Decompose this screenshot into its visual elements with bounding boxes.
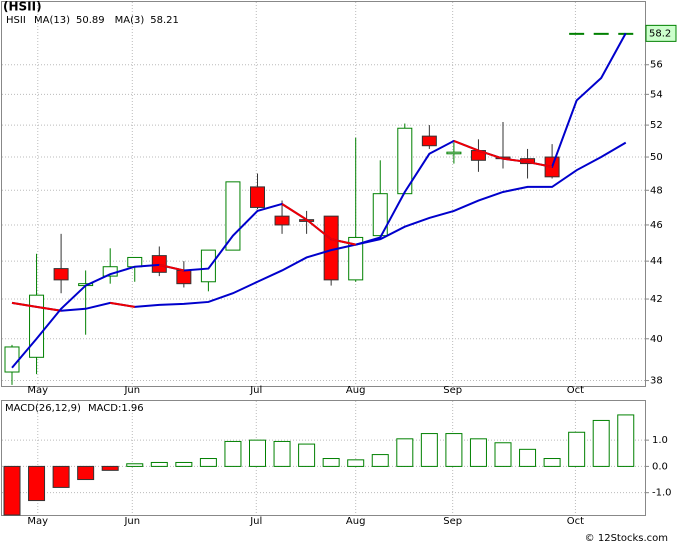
ma-down-segment bbox=[478, 149, 504, 160]
x-tick-label: Aug bbox=[346, 516, 366, 527]
macd-title: MACD(26,12,9) bbox=[5, 403, 81, 414]
macd-bar bbox=[126, 463, 144, 467]
x-tick-label: Jul bbox=[249, 385, 262, 396]
last-price: 58.2 bbox=[649, 28, 671, 39]
x-tick-label: Sep bbox=[443, 516, 462, 527]
macd-bar bbox=[273, 440, 291, 467]
candle-down bbox=[250, 186, 265, 208]
macd-bar bbox=[224, 440, 242, 467]
macd-bar bbox=[52, 465, 70, 488]
macd-bar bbox=[3, 465, 21, 516]
macd-bar bbox=[494, 442, 512, 467]
candle-down bbox=[274, 215, 290, 226]
macd-bar bbox=[519, 448, 537, 467]
macd-panel bbox=[1, 400, 646, 516]
y-tick-label: 48 bbox=[650, 185, 663, 196]
y-tick-label: 42 bbox=[650, 294, 663, 305]
ma-down-segment bbox=[330, 238, 356, 246]
macd-bar bbox=[249, 439, 266, 467]
legend-value: 58.21 bbox=[150, 15, 179, 26]
ma-down-segment bbox=[527, 160, 553, 168]
candle-up bbox=[569, 32, 585, 35]
legend-value: 1.96 bbox=[121, 403, 143, 414]
x-tick-label: Oct bbox=[567, 516, 584, 527]
legend: MACD:1.96 bbox=[88, 403, 144, 414]
y-tick-label: 0.0 bbox=[652, 461, 668, 472]
price-panel bbox=[1, 1, 646, 387]
candle-up bbox=[348, 236, 364, 281]
ma-down-segment bbox=[453, 139, 479, 152]
macd-bar bbox=[199, 458, 217, 467]
ma-down-segment bbox=[36, 305, 62, 312]
candle-up bbox=[127, 256, 143, 268]
y-tick-label: -1.0 bbox=[652, 488, 672, 499]
x-tick-label: Jul bbox=[249, 516, 262, 527]
ma-down-segment bbox=[110, 301, 135, 308]
macd-bar bbox=[543, 458, 561, 467]
y-tick-label: 50 bbox=[650, 152, 663, 163]
macd-bar bbox=[469, 438, 487, 467]
legend-value: 50.89 bbox=[76, 15, 105, 26]
candle-up bbox=[593, 32, 609, 35]
y-tick-label: 38 bbox=[650, 376, 663, 387]
x-tick-label: May bbox=[27, 516, 48, 527]
chart-title: (HSII) bbox=[3, 0, 42, 14]
macd-bar bbox=[445, 433, 463, 467]
y-tick-label: 46 bbox=[650, 220, 663, 231]
macd-bar bbox=[298, 443, 316, 467]
macd-bar bbox=[322, 458, 340, 467]
y-tick-label: 56 bbox=[650, 60, 663, 71]
macd-bar bbox=[371, 454, 389, 467]
macd-bar bbox=[420, 433, 438, 467]
last-price-box bbox=[645, 24, 677, 42]
candle-up bbox=[446, 151, 462, 155]
x-tick-label: Sep bbox=[443, 385, 462, 396]
candle-up bbox=[200, 249, 216, 283]
candle-down bbox=[421, 135, 437, 147]
macd-bar bbox=[101, 465, 119, 471]
ma-down-segment bbox=[305, 218, 332, 241]
symbol: HSII bbox=[6, 15, 26, 26]
x-tick-label: Jun bbox=[123, 385, 140, 396]
macd-bar bbox=[347, 459, 365, 467]
footer: © 12Stocks.com bbox=[585, 533, 668, 544]
candle-down bbox=[176, 269, 192, 285]
macd-bar bbox=[396, 438, 414, 467]
y-tick-label: 40 bbox=[650, 334, 663, 345]
macd-bar bbox=[617, 414, 635, 467]
macd-bar bbox=[568, 431, 586, 467]
y-tick-label: 1.0 bbox=[652, 435, 668, 446]
ma-down-segment bbox=[159, 263, 185, 272]
macd-bar bbox=[175, 461, 193, 467]
ma-down-segment bbox=[11, 301, 37, 308]
x-tick-label: Aug bbox=[346, 385, 366, 396]
y-tick-label: 52 bbox=[650, 120, 663, 131]
macd-bar bbox=[150, 461, 168, 467]
ma-down-segment bbox=[502, 157, 528, 163]
ma-down-segment bbox=[281, 203, 308, 221]
legend: MA(13) 50.89 MA(3) 58.21 bbox=[34, 15, 179, 26]
legend-name: MACD: bbox=[88, 403, 121, 414]
x-tick-label: Oct bbox=[567, 385, 584, 396]
y-tick-label: 44 bbox=[650, 256, 663, 267]
macd-bar bbox=[592, 419, 610, 467]
candle-up bbox=[29, 294, 45, 358]
candle-up bbox=[4, 346, 20, 373]
candle-up bbox=[225, 181, 241, 251]
candle-down bbox=[53, 268, 69, 281]
x-tick-label: Jun bbox=[123, 516, 140, 527]
legend-name: MA(13) bbox=[34, 15, 70, 26]
macd-bar bbox=[77, 465, 95, 481]
legend-name: MA(3) bbox=[115, 15, 145, 26]
macd-bar bbox=[28, 465, 46, 502]
y-tick-label: 54 bbox=[650, 89, 663, 100]
x-tick-label: May bbox=[27, 385, 48, 396]
